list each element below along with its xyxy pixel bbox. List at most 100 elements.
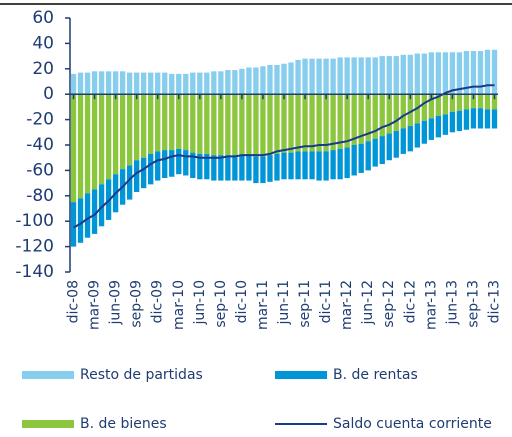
x-tick-label: dic-12 <box>402 280 418 323</box>
bar <box>281 152 287 180</box>
x-tick-label: jun-12 <box>360 280 376 326</box>
bar <box>477 51 484 95</box>
bar <box>141 157 147 189</box>
bar <box>337 94 343 149</box>
bar <box>204 94 210 154</box>
bar <box>449 94 456 112</box>
x-tick-label: jun-13 <box>444 280 460 326</box>
bar <box>281 94 287 153</box>
bar <box>358 94 364 144</box>
x-tick-label: sep-10 <box>213 280 229 328</box>
bar <box>246 155 252 181</box>
bar <box>365 57 371 95</box>
bar <box>281 63 287 95</box>
bar <box>351 57 357 95</box>
bar <box>105 94 112 180</box>
bar <box>435 94 442 116</box>
bar <box>211 94 217 156</box>
bar <box>183 73 189 95</box>
bar <box>253 67 259 95</box>
bar <box>133 94 140 161</box>
bar <box>372 57 378 95</box>
bar <box>197 72 203 95</box>
x-tick-label: jun-11 <box>276 280 292 326</box>
y-tick-label: 20 <box>32 59 54 79</box>
x-tick-label: dic-13 <box>486 280 502 323</box>
bar <box>344 57 350 95</box>
bar <box>491 94 498 110</box>
bar <box>155 151 161 181</box>
bar <box>386 133 392 161</box>
bar <box>379 94 385 137</box>
bar <box>365 141 371 171</box>
bar <box>337 148 343 180</box>
x-tick-label: mar-09 <box>87 280 103 330</box>
bar <box>239 94 245 156</box>
bar <box>372 94 378 139</box>
bar <box>379 56 385 95</box>
bar <box>274 153 280 181</box>
bar <box>141 94 147 158</box>
legend-label: Resto de partidas <box>80 367 203 383</box>
bar <box>204 72 210 95</box>
bar <box>302 151 308 180</box>
bar <box>98 71 105 95</box>
bar <box>309 58 315 95</box>
legend-swatch <box>22 371 74 379</box>
bar <box>414 123 420 148</box>
bar <box>491 49 498 95</box>
bar <box>239 155 245 181</box>
bar <box>148 94 154 154</box>
bar <box>302 58 308 95</box>
bar <box>414 53 420 95</box>
bar <box>309 94 315 152</box>
bar <box>141 72 147 95</box>
x-tick-label: dic-09 <box>150 280 166 323</box>
bar <box>246 67 252 95</box>
bar <box>393 131 399 158</box>
bar <box>470 51 477 95</box>
bar <box>358 143 364 173</box>
line <box>73 84 495 229</box>
bar <box>456 110 463 132</box>
bar <box>155 72 161 95</box>
bar <box>225 155 231 181</box>
x-tick-label: jun-10 <box>192 280 208 326</box>
bar <box>70 202 77 247</box>
bar <box>77 94 84 199</box>
bar <box>218 155 224 181</box>
bar <box>267 94 273 156</box>
bar <box>190 94 196 153</box>
bar <box>246 94 252 156</box>
bar <box>393 94 399 132</box>
bar <box>295 59 301 95</box>
bar <box>428 94 435 119</box>
bar <box>253 156 259 184</box>
bar <box>337 57 343 95</box>
bar <box>232 155 238 181</box>
bar <box>295 94 301 152</box>
bar <box>239 68 245 95</box>
bar <box>176 73 182 95</box>
bar <box>316 151 322 181</box>
bar <box>372 138 378 167</box>
bar <box>98 94 105 185</box>
bar <box>211 155 217 181</box>
bar <box>470 108 477 129</box>
bar <box>218 71 224 95</box>
bar <box>344 147 350 179</box>
bar <box>316 94 322 152</box>
bar <box>169 73 175 95</box>
bar <box>162 72 168 95</box>
bar <box>379 136 385 165</box>
bar <box>155 94 161 152</box>
bar <box>225 70 231 95</box>
bar <box>302 94 308 152</box>
bar <box>126 72 133 95</box>
bar <box>119 94 126 170</box>
bar <box>477 108 484 129</box>
bar <box>260 156 266 184</box>
bar <box>491 109 498 129</box>
bar <box>70 73 77 95</box>
